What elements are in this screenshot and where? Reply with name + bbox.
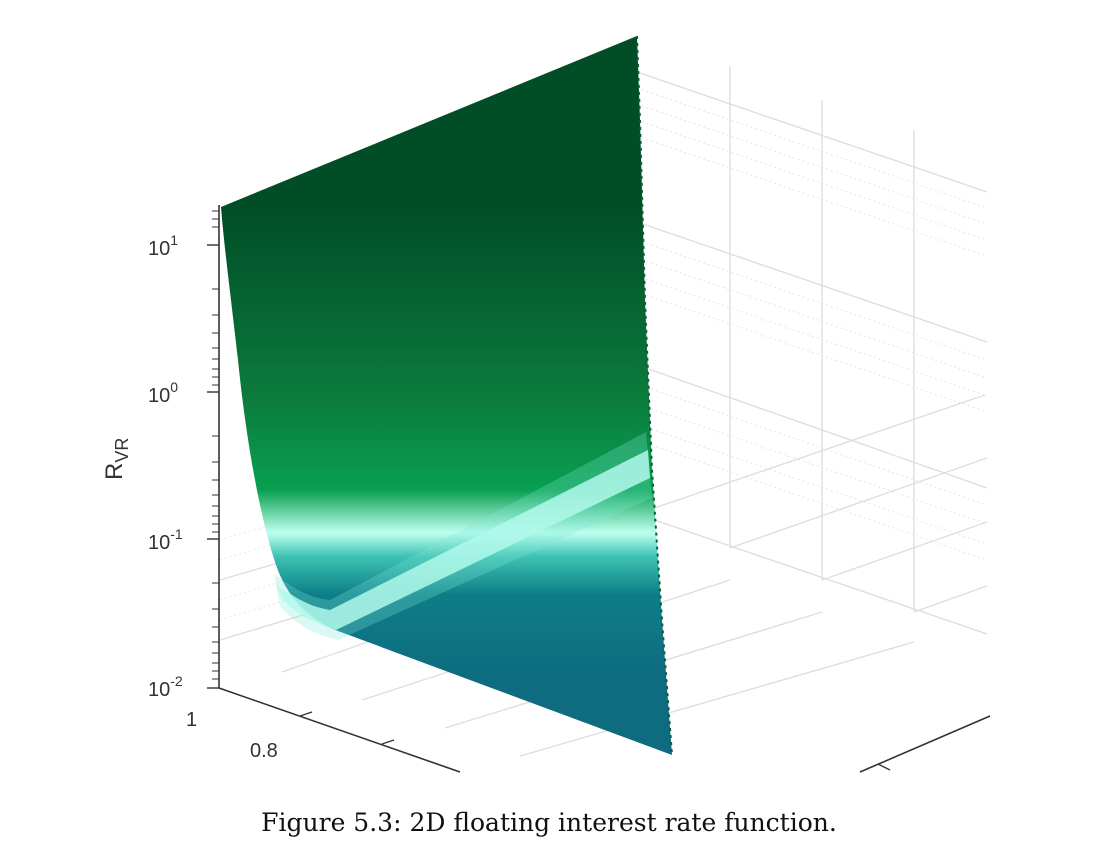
z-tick-base-3: 10 [148, 679, 170, 701]
z-tick-label-3: 10-2 [148, 673, 183, 701]
z-tick-exp-3: -2 [170, 673, 183, 689]
z-axis-label: RVR [101, 438, 132, 480]
z-axis-label-main: R [101, 463, 128, 480]
figure-caption: Figure 5.3: 2D floating interest rate fu… [261, 808, 837, 837]
svg-text:100: 100 [148, 379, 178, 407]
z-tick-base-2: 10 [148, 532, 170, 554]
surface-band [276, 450, 650, 630]
surface-chart: 101 100 10-1 10-2 1 0.8 RVR [101, 35, 991, 773]
z-tick-exp-2: -1 [170, 526, 183, 542]
axis-lines [218, 205, 991, 773]
z-tick-exp-1: 0 [170, 379, 178, 395]
svg-text:101: 101 [148, 232, 178, 260]
z-tick-base-0: 10 [148, 238, 170, 260]
z-tick-label-2: 10-1 [148, 526, 183, 554]
x-axis-ticks [299, 711, 891, 771]
z-tick-exp-0: 1 [170, 232, 178, 248]
svg-text:10-2: 10-2 [148, 673, 183, 701]
z-axis-label-sub: VR [112, 438, 132, 463]
surface [221, 36, 672, 755]
svg-text:10-1: 10-1 [148, 526, 183, 554]
z-tick-label-0: 101 [148, 232, 178, 260]
z-tick-label-1: 100 [148, 379, 178, 407]
surface-edge [636, 35, 673, 756]
surface-band-glow [274, 432, 652, 640]
x-tick-label-0: 1 [186, 709, 197, 731]
minor-grid-lines [219, 87, 988, 621]
z-axis-ticks [207, 244, 219, 689]
x-tick-label-1: 0.8 [250, 740, 278, 762]
z-axis-minor-ticks [212, 210, 219, 680]
z-tick-base-1: 10 [148, 385, 170, 407]
